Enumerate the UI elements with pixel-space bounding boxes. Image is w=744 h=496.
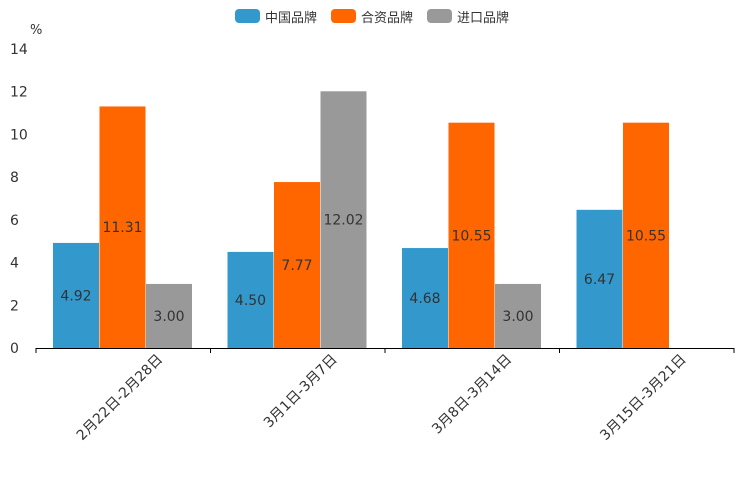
data-label: 6.47 bbox=[584, 272, 615, 288]
data-label: 3.00 bbox=[502, 309, 533, 325]
legend-swatch bbox=[427, 9, 452, 23]
bar bbox=[576, 209, 623, 348]
y-tick-label: 4 bbox=[10, 256, 19, 272]
legend-swatch bbox=[234, 9, 260, 23]
data-label: 4.50 bbox=[235, 293, 266, 309]
bar bbox=[495, 283, 541, 348]
data-label: 4.92 bbox=[60, 288, 91, 304]
legend-label: 进口品牌 bbox=[457, 10, 510, 26]
y-tick-label: 6 bbox=[10, 213, 19, 229]
bar bbox=[320, 91, 367, 348]
legend: 中国品牌 合资品牌 进口品牌 bbox=[0, 6, 744, 26]
data-label: 10.55 bbox=[451, 228, 491, 244]
bar bbox=[227, 251, 274, 348]
y-tick-label: 12 bbox=[10, 85, 28, 101]
legend-swatch bbox=[330, 9, 356, 23]
x-tick-label: 3月8日-3月14日 bbox=[429, 352, 515, 438]
data-label: 11.31 bbox=[102, 220, 142, 236]
bar bbox=[99, 106, 146, 348]
legend-item[interactable]: 中国品牌 bbox=[234, 6, 317, 26]
x-tick-label: 2月22日-2月28日 bbox=[74, 352, 166, 444]
legend-label: 合资品牌 bbox=[360, 10, 413, 26]
y-axis-unit: % bbox=[30, 23, 42, 38]
bar bbox=[53, 242, 99, 348]
data-label: 10.55 bbox=[626, 228, 666, 244]
x-tick-label: 3月1日-3月7日 bbox=[261, 352, 341, 432]
bar bbox=[146, 283, 192, 348]
data-label: 12.02 bbox=[323, 213, 363, 229]
bar bbox=[274, 182, 320, 348]
bar bbox=[448, 122, 495, 348]
data-label: 3.00 bbox=[153, 309, 184, 325]
y-tick-label: 0 bbox=[10, 341, 19, 357]
data-label: 4.68 bbox=[409, 291, 440, 307]
bar bbox=[402, 248, 448, 348]
y-tick-label: 8 bbox=[10, 170, 19, 186]
legend-label: 中国品牌 bbox=[264, 10, 317, 26]
x-tick-label: 3月15日-3月21日 bbox=[597, 352, 689, 444]
y-tick-label: 14 bbox=[10, 42, 28, 58]
legend-item[interactable]: 进口品牌 bbox=[427, 6, 509, 26]
data-label: 7.77 bbox=[281, 258, 312, 274]
y-tick-label: 10 bbox=[10, 127, 28, 143]
y-tick-label: 2 bbox=[10, 298, 19, 314]
legend-item[interactable]: 合资品牌 bbox=[330, 6, 413, 26]
bar bbox=[623, 122, 669, 348]
